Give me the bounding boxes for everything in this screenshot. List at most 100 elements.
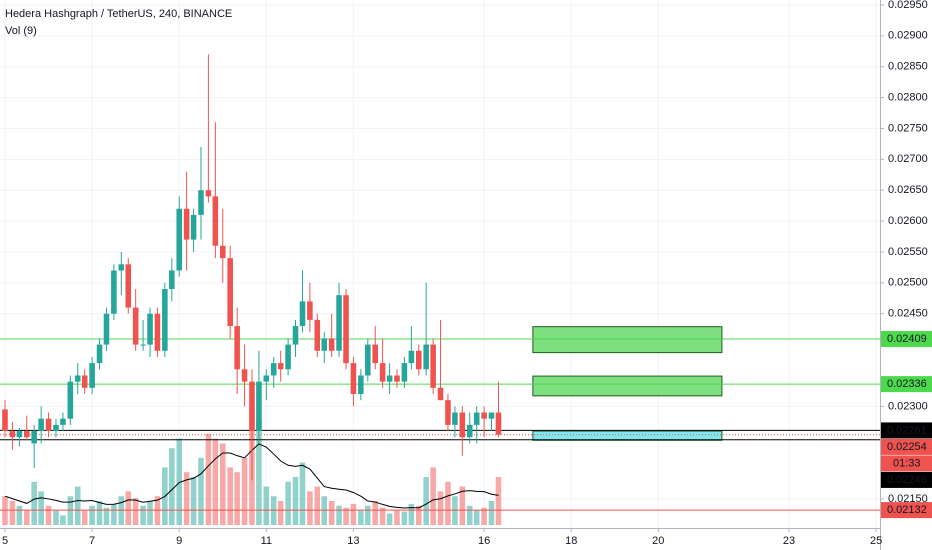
volume-bar — [147, 501, 153, 525]
volume-bar — [16, 505, 23, 525]
volume-bar — [314, 486, 321, 525]
candle-body — [9, 431, 16, 438]
candle-body — [292, 326, 299, 345]
price-label: 0.02132 — [887, 504, 927, 516]
candle-body — [96, 344, 103, 364]
zone-box — [532, 326, 723, 354]
candle-body — [365, 344, 371, 376]
y-tick-label: 0.02950 — [888, 0, 928, 11]
candle-body — [169, 270, 175, 290]
volume-bar — [81, 510, 88, 525]
candle-body — [81, 375, 88, 388]
x-tick-label: 18 — [565, 535, 577, 547]
price-label-box — [881, 471, 932, 488]
price-label: 0.02336 — [887, 378, 927, 390]
candle-body — [103, 313, 110, 345]
x-tick-label: 5 — [2, 535, 8, 547]
volume-bar — [386, 513, 393, 525]
y-tick-label: 0.02900 — [888, 30, 928, 42]
candle-body — [350, 363, 357, 394]
volume-bar — [401, 511, 408, 525]
candle-body — [24, 431, 30, 438]
x-tick-label: 16 — [478, 535, 490, 547]
volume-bar — [227, 467, 233, 525]
candle-body — [270, 363, 277, 376]
volume-bar — [31, 481, 37, 525]
candle-body — [132, 307, 139, 345]
candle-body — [125, 264, 132, 308]
volume-bar — [198, 457, 204, 525]
x-tick-label: 13 — [347, 535, 359, 547]
volume-bar — [125, 491, 132, 525]
countdown-box — [881, 455, 932, 472]
volume-bar — [24, 510, 30, 525]
price-label-box — [881, 502, 932, 519]
volume-bar — [74, 486, 81, 525]
volume-bar — [445, 481, 451, 525]
price-label: 0.02261 — [887, 424, 927, 436]
candle-body — [379, 363, 386, 382]
y-tick-label: 0.02750 — [888, 122, 928, 134]
candle-body — [495, 412, 502, 435]
candle-body — [111, 270, 117, 314]
volume-bar — [103, 507, 110, 525]
volume-bar — [408, 503, 415, 525]
candle-body — [430, 344, 436, 388]
candle-body — [2, 409, 8, 432]
y-tick-label: 0.02700 — [888, 153, 928, 165]
candle-body — [343, 295, 349, 364]
volume-bar — [459, 486, 466, 525]
candle-body — [277, 363, 284, 370]
volume-bar — [234, 472, 240, 525]
candle-body — [162, 289, 168, 351]
y-tick-label: 0.02300 — [888, 400, 928, 412]
candle-body — [249, 381, 255, 432]
volume-bar — [321, 496, 328, 525]
candle-body — [299, 301, 306, 327]
volume-bar — [466, 505, 473, 525]
volume-bar — [96, 501, 103, 525]
candle-body — [459, 412, 466, 438]
volume-bar — [415, 505, 422, 525]
x-tick-label: 7 — [89, 535, 95, 547]
candle-body — [285, 344, 291, 370]
candle-body — [45, 418, 52, 432]
volume-bar — [169, 448, 175, 525]
candle-body — [372, 344, 378, 364]
price-label-box — [881, 376, 932, 393]
volume-bar — [212, 438, 219, 525]
candle-body — [176, 208, 182, 271]
zone-box — [532, 430, 723, 441]
candle-body — [481, 412, 487, 419]
candle-body — [263, 375, 270, 382]
candle-body — [336, 295, 342, 351]
candle-body — [401, 363, 408, 382]
y-tick-label: 0.02850 — [888, 61, 928, 73]
price-label-box — [881, 331, 932, 348]
volume-bar — [495, 477, 502, 525]
volume-bar — [241, 457, 248, 525]
price-label: 0.02246 — [887, 474, 927, 486]
candle-body — [140, 344, 146, 346]
candle-body — [16, 431, 23, 438]
volume-bar — [60, 515, 66, 525]
volume-bar — [292, 477, 299, 525]
candle-body — [445, 400, 451, 425]
volume-bar — [488, 501, 495, 525]
candle-body — [314, 319, 321, 351]
volume-bar — [379, 507, 386, 525]
price-label: 0.02254 — [887, 441, 927, 453]
x-tick-label: 9 — [176, 535, 182, 547]
candle-body — [256, 381, 262, 432]
zone-box — [532, 375, 723, 397]
volume-bar — [220, 443, 226, 525]
candle-body — [473, 412, 480, 425]
volume-bar — [336, 505, 342, 525]
volume-bar — [365, 505, 371, 525]
candle-body — [183, 208, 190, 240]
price-label-box — [881, 438, 932, 455]
candle-body — [154, 313, 161, 351]
candle-body — [394, 375, 400, 382]
volume-bar — [67, 496, 74, 525]
